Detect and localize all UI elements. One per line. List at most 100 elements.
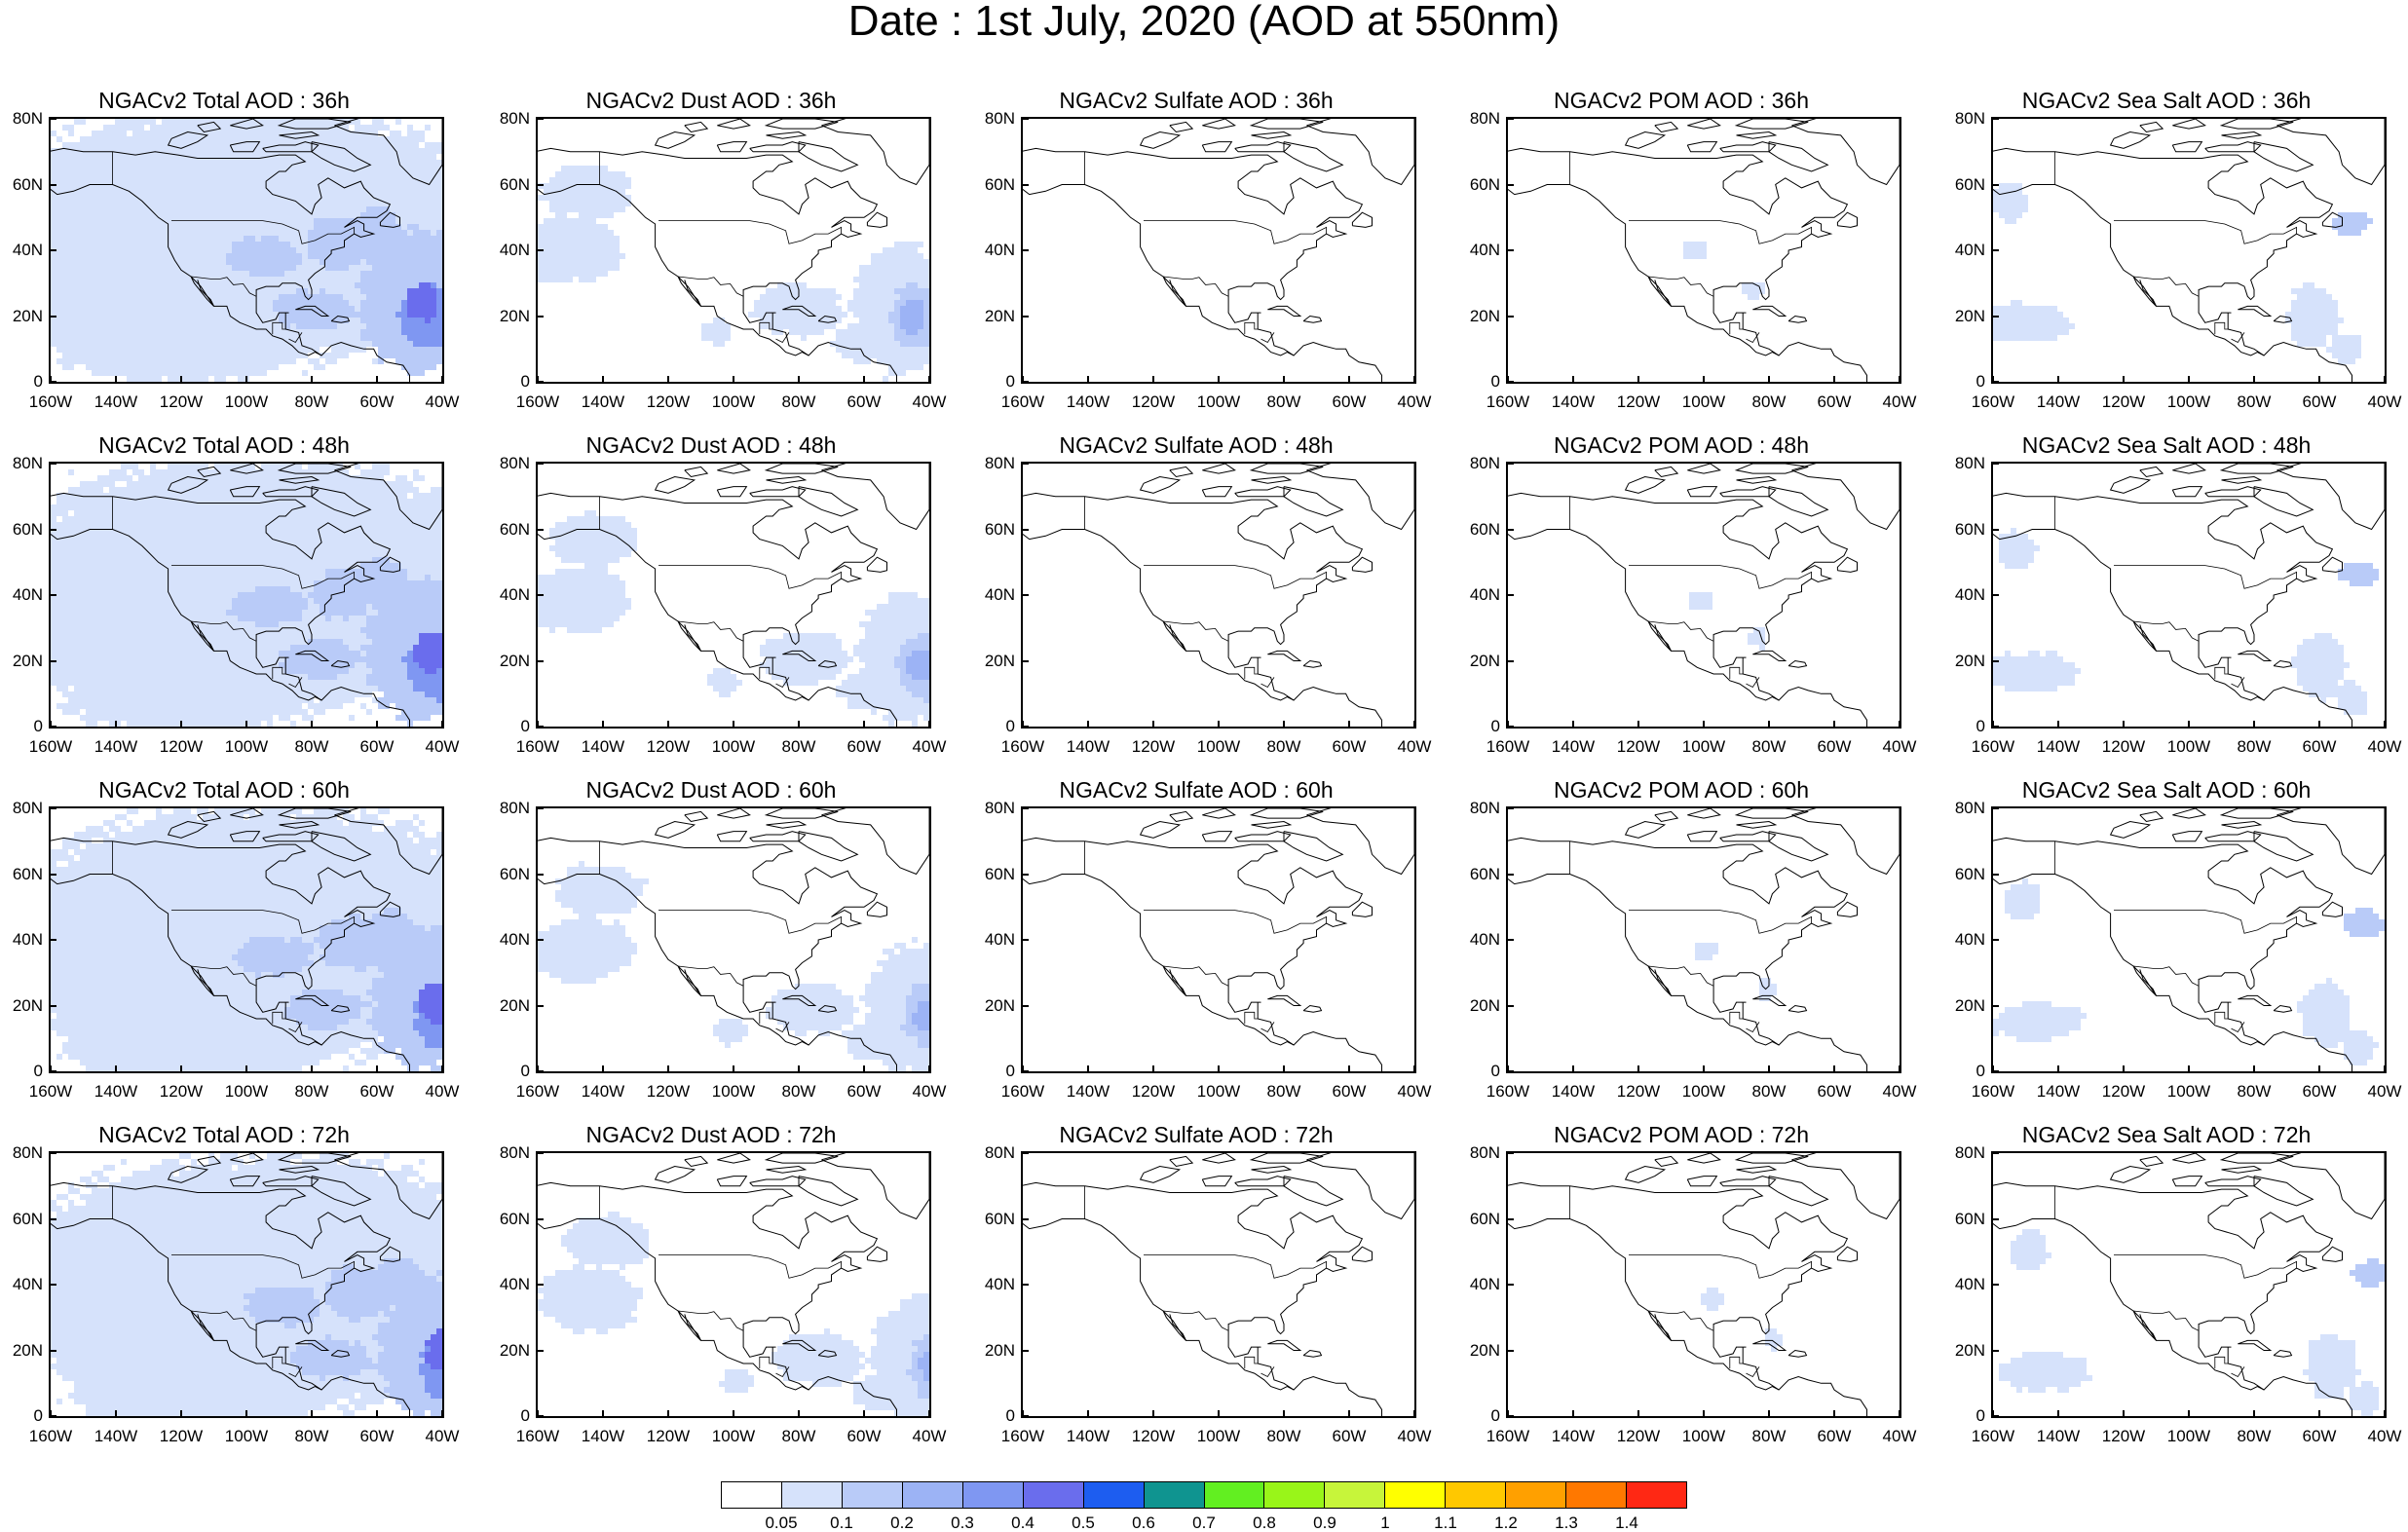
aod-cell [343, 189, 349, 195]
aod-cell [238, 522, 244, 528]
aod-cell [62, 154, 68, 160]
aod-cell [314, 259, 320, 265]
aod-cell [608, 177, 614, 183]
aod-cell [413, 212, 419, 218]
aod-cell [401, 534, 407, 540]
aod-cell [343, 271, 349, 277]
lon-tick-mark [733, 376, 734, 382]
aod-cell [602, 171, 608, 177]
aod-cell [86, 224, 92, 230]
aod-cell [355, 259, 360, 265]
aod-cell [906, 353, 912, 358]
aod-cell [244, 347, 249, 353]
aod-cell [214, 487, 220, 493]
aod-cell [413, 516, 419, 522]
aod-cell [62, 195, 68, 201]
aod-cell [173, 341, 179, 347]
aod-cell [197, 294, 203, 300]
aod-cell [214, 318, 220, 323]
aod-cell [168, 376, 173, 382]
aod-cell [918, 341, 923, 347]
aod-cell [173, 288, 179, 294]
aod-cell [279, 504, 284, 510]
aod-cell [2326, 300, 2332, 306]
aod-cell [156, 189, 162, 195]
aod-cell [900, 306, 906, 312]
aod-cell [86, 282, 92, 288]
aod-cell [888, 353, 894, 358]
aod-cell [573, 247, 579, 253]
aod-cell [127, 335, 132, 341]
aod-cell [185, 288, 191, 294]
aod-cell [121, 177, 127, 183]
aod-cell [842, 329, 847, 335]
aod-cell [407, 294, 413, 300]
aod-cell [865, 288, 871, 294]
aod-cell [138, 545, 144, 551]
aod-cell [413, 300, 419, 306]
aod-cell [191, 177, 197, 183]
aod-cell [584, 177, 590, 183]
aod-cell [436, 335, 442, 341]
aod-cell [74, 551, 80, 557]
aod-cell [337, 206, 343, 212]
aod-cell [86, 247, 92, 253]
aod-cell [127, 195, 132, 201]
aod-cell [138, 370, 144, 376]
aod-cell [168, 259, 173, 265]
aod-cell [302, 323, 308, 329]
aod-cell [584, 253, 590, 259]
aod-cell [355, 516, 360, 522]
aod-cell [197, 487, 203, 493]
aod-cell [97, 475, 103, 481]
aod-cell [378, 353, 384, 358]
aod-cell [132, 481, 138, 487]
aod-cell [349, 171, 355, 177]
aod-cell [127, 288, 132, 294]
aod-cell [395, 487, 401, 493]
aod-cell [906, 242, 912, 247]
aod-cell [214, 493, 220, 499]
aod-cell [2022, 335, 2028, 341]
aod-cell [121, 195, 127, 201]
aod-cell [401, 277, 407, 282]
aod-cell [859, 341, 865, 347]
aod-cell [138, 242, 144, 247]
aod-cell [214, 224, 220, 230]
aod-cell [419, 370, 425, 376]
lat-tick-mark [1508, 118, 1514, 120]
aod-cell [865, 265, 871, 271]
aod-cell [144, 247, 150, 253]
aod-cell [419, 253, 425, 259]
aod-cell [355, 493, 360, 499]
aod-cell [132, 247, 138, 253]
aod-cell [62, 259, 68, 265]
aod-cell [261, 201, 267, 206]
aod-cell [290, 183, 296, 189]
aod-cell [144, 499, 150, 504]
aod-cell [191, 557, 197, 563]
lat-tick-mark [1508, 316, 1514, 318]
aod-cell [173, 358, 179, 364]
aod-cell [337, 265, 343, 271]
aod-cell [302, 370, 308, 376]
aod-cell [372, 242, 378, 247]
aod-cell [419, 136, 425, 142]
aod-cell [425, 294, 431, 300]
aod-cell [701, 335, 707, 341]
aod-cell [68, 528, 74, 534]
aod-cell [92, 318, 97, 323]
aod-cell [2046, 329, 2051, 335]
aod-cell [360, 206, 366, 212]
aod-cell [92, 335, 97, 341]
aod-cell [208, 347, 214, 353]
aod-cell [900, 370, 906, 376]
aod-cell [544, 224, 549, 230]
aod-cell [56, 230, 62, 236]
aod-cell [232, 534, 238, 540]
aod-cell [144, 160, 150, 166]
aod-cell [390, 294, 395, 300]
aod-cell [74, 160, 80, 166]
aod-cell [390, 253, 395, 259]
aod-cell [331, 528, 337, 534]
